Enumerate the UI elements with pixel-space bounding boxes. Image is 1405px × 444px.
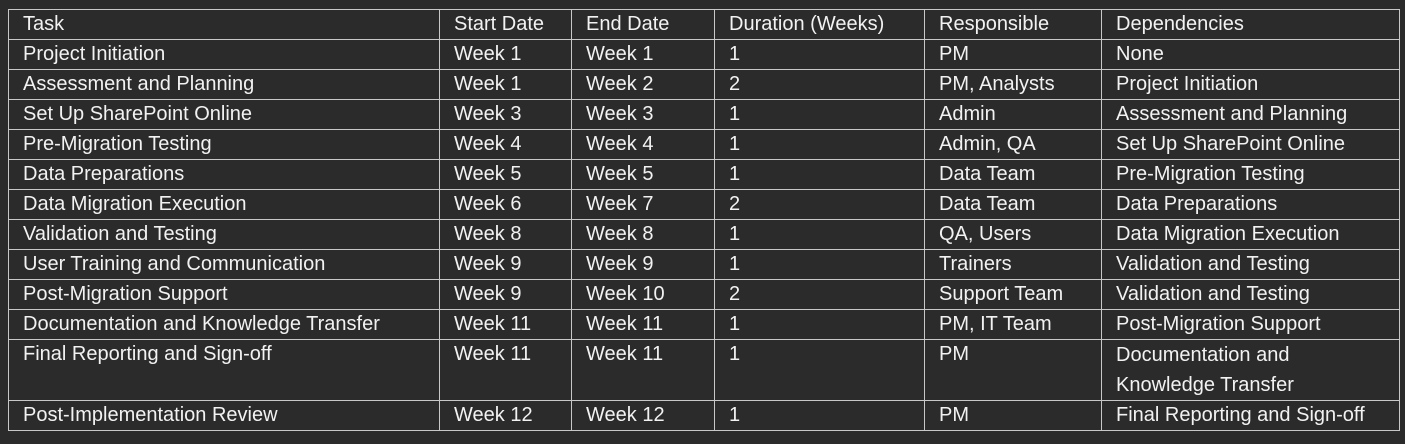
cell-start-date: Week 9: [439, 249, 572, 280]
cell-dependencies: Post-Migration Support: [1101, 309, 1400, 340]
cell-end-date: Week 7: [571, 189, 715, 220]
cell-end-date: Week 3: [571, 99, 715, 130]
cell-task: Pre-Migration Testing: [8, 129, 440, 160]
cell-end-date: Week 11: [571, 339, 715, 401]
table-row: Post-Implementation Review Week 12 Week …: [8, 400, 1400, 431]
table-header-row: Task Start Date End Date Duration (Weeks…: [8, 9, 1400, 40]
cell-duration: 1: [714, 400, 925, 431]
table-row: Assessment and Planning Week 1 Week 2 2 …: [8, 69, 1400, 100]
cell-start-date: Week 11: [439, 309, 572, 340]
cell-responsible: PM: [924, 400, 1102, 431]
cell-duration: 1: [714, 39, 925, 70]
header-task: Task: [8, 9, 440, 40]
cell-dependencies: None: [1101, 39, 1400, 70]
cell-task: Assessment and Planning: [8, 69, 440, 100]
table-row: User Training and Communication Week 9 W…: [8, 249, 1400, 280]
cell-dependencies: Final Reporting and Sign-off: [1101, 400, 1400, 431]
cell-dependencies: Validation and Testing: [1101, 279, 1400, 310]
cell-end-date: Week 10: [571, 279, 715, 310]
cell-duration: 1: [714, 219, 925, 250]
cell-task: Post-Migration Support: [8, 279, 440, 310]
cell-end-date: Week 5: [571, 159, 715, 190]
table-row: Post-Migration Support Week 9 Week 10 2 …: [8, 279, 1400, 310]
cell-task: Data Preparations: [8, 159, 440, 190]
cell-start-date: Week 1: [439, 69, 572, 100]
header-dependencies: Dependencies: [1101, 9, 1400, 40]
cell-responsible: Data Team: [924, 189, 1102, 220]
cell-dependencies: Set Up SharePoint Online: [1101, 129, 1400, 160]
cell-start-date: Week 9: [439, 279, 572, 310]
cell-task: Data Migration Execution: [8, 189, 440, 220]
cell-duration: 1: [714, 309, 925, 340]
cell-dependencies: Pre-Migration Testing: [1101, 159, 1400, 190]
cell-responsible: Trainers: [924, 249, 1102, 280]
project-schedule-table: Task Start Date End Date Duration (Weeks…: [8, 9, 1400, 431]
cell-dependencies: Documentation and Knowledge Transfer: [1101, 339, 1400, 401]
header-end-date: End Date: [571, 9, 715, 40]
cell-start-date: Week 11: [439, 339, 572, 401]
cell-task: User Training and Communication: [8, 249, 440, 280]
cell-dependencies: Project Initiation: [1101, 69, 1400, 100]
cell-dependencies: Validation and Testing: [1101, 249, 1400, 280]
cell-end-date: Week 12: [571, 400, 715, 431]
cell-responsible: Data Team: [924, 159, 1102, 190]
cell-start-date: Week 1: [439, 39, 572, 70]
cell-end-date: Week 2: [571, 69, 715, 100]
cell-start-date: Week 5: [439, 159, 572, 190]
table-row: Data Preparations Week 5 Week 5 1 Data T…: [8, 159, 1400, 190]
table-row: Set Up SharePoint Online Week 3 Week 3 1…: [8, 99, 1400, 130]
cell-responsible: QA, Users: [924, 219, 1102, 250]
cell-end-date: Week 8: [571, 219, 715, 250]
cell-responsible: Support Team: [924, 279, 1102, 310]
cell-duration: 1: [714, 339, 925, 401]
cell-end-date: Week 9: [571, 249, 715, 280]
table-container: Task Start Date End Date Duration (Weeks…: [8, 9, 1400, 431]
cell-dependencies: Assessment and Planning: [1101, 99, 1400, 130]
cell-start-date: Week 4: [439, 129, 572, 160]
cell-start-date: Week 3: [439, 99, 572, 130]
cell-responsible: PM, Analysts: [924, 69, 1102, 100]
header-duration: Duration (Weeks): [714, 9, 925, 40]
cell-duration: 2: [714, 279, 925, 310]
cell-end-date: Week 4: [571, 129, 715, 160]
cell-duration: 2: [714, 189, 925, 220]
table-row: Data Migration Execution Week 6 Week 7 2…: [8, 189, 1400, 220]
cell-start-date: Week 6: [439, 189, 572, 220]
cell-duration: 1: [714, 99, 925, 130]
header-start-date: Start Date: [439, 9, 572, 40]
cell-start-date: Week 8: [439, 219, 572, 250]
cell-task: Validation and Testing: [8, 219, 440, 250]
cell-dependencies: Data Migration Execution: [1101, 219, 1400, 250]
cell-duration: 1: [714, 249, 925, 280]
cell-end-date: Week 11: [571, 309, 715, 340]
cell-task: Final Reporting and Sign-off: [8, 339, 440, 401]
cell-task: Post-Implementation Review: [8, 400, 440, 431]
cell-task: Set Up SharePoint Online: [8, 99, 440, 130]
cell-task: Project Initiation: [8, 39, 440, 70]
cell-start-date: Week 12: [439, 400, 572, 431]
cell-duration: 1: [714, 129, 925, 160]
table-row: Documentation and Knowledge Transfer Wee…: [8, 309, 1400, 340]
table-row: Project Initiation Week 1 Week 1 1 PM No…: [8, 39, 1400, 70]
cell-responsible: Admin, QA: [924, 129, 1102, 160]
cell-task: Documentation and Knowledge Transfer: [8, 309, 440, 340]
cell-duration: 1: [714, 159, 925, 190]
cell-duration: 2: [714, 69, 925, 100]
cell-dependencies: Data Preparations: [1101, 189, 1400, 220]
cell-responsible: Admin: [924, 99, 1102, 130]
table-row: Pre-Migration Testing Week 4 Week 4 1 Ad…: [8, 129, 1400, 160]
header-responsible: Responsible: [924, 9, 1102, 40]
table-row: Final Reporting and Sign-off Week 11 Wee…: [8, 339, 1400, 401]
cell-responsible: PM: [924, 339, 1102, 401]
cell-responsible: PM, IT Team: [924, 309, 1102, 340]
cell-responsible: PM: [924, 39, 1102, 70]
table-row: Validation and Testing Week 8 Week 8 1 Q…: [8, 219, 1400, 250]
cell-end-date: Week 1: [571, 39, 715, 70]
